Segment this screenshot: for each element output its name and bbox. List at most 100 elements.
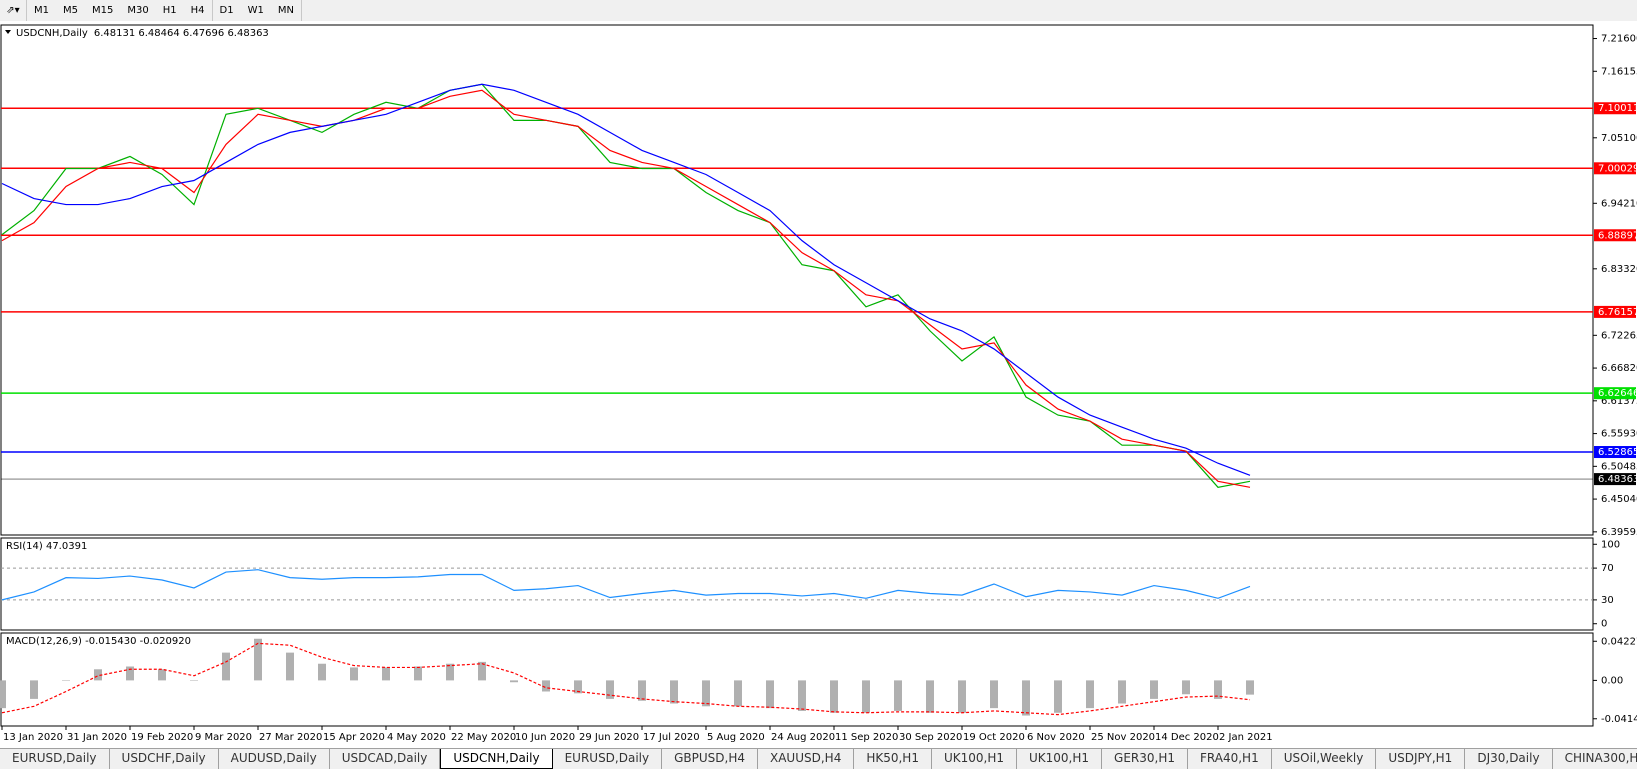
y-tick-label: 6.39595	[1601, 527, 1637, 538]
pane-title: RSI(14) 47.0391	[6, 541, 87, 552]
histogram-bar	[1118, 680, 1126, 704]
timeframe-button[interactable]: W1	[247, 5, 264, 16]
x-tick-label: 27 Mar 2020	[259, 732, 322, 743]
timeframe-button[interactable]: H4	[184, 0, 213, 21]
histogram-bar	[1054, 680, 1062, 713]
histogram-bar	[158, 669, 166, 681]
y-tick-label: 6.94210	[1601, 198, 1637, 209]
chart-tab[interactable]: AUDUSD,Daily	[219, 749, 330, 769]
level-label-box	[1594, 446, 1636, 459]
chart-tab[interactable]: USOil,Weekly	[1272, 749, 1377, 769]
chart-tab[interactable]: USDCNH,Daily	[440, 749, 553, 769]
chart-tab[interactable]: UK100,H1	[1017, 749, 1103, 769]
level-label-box	[1594, 387, 1636, 400]
toolbar-menu[interactable]: ⇗▾	[0, 0, 27, 21]
y-tick-label: 6.66820	[1601, 363, 1637, 374]
x-tick-label: 15 Apr 2020	[323, 732, 385, 743]
x-tick-label: 19 Feb 2020	[131, 732, 193, 743]
x-tick-label: 6 Nov 2020	[1027, 732, 1085, 743]
histogram-bar	[638, 680, 646, 701]
y-tick-label: 100	[1601, 539, 1620, 550]
chart-tab[interactable]: USDJPY,H1	[1376, 749, 1466, 769]
pane-title-text: MACD(12,26,9) -0.015430 -0.020920	[6, 636, 191, 647]
level-label-box	[1594, 102, 1636, 115]
chart-tab[interactable]: HK50,H1	[854, 749, 932, 769]
chart-tab[interactable]: GBPUSD,H4	[662, 749, 758, 769]
timeframe-button[interactable]: H1	[162, 5, 177, 16]
histogram-bar	[798, 680, 806, 711]
histogram-bar	[990, 680, 998, 709]
histogram-bar	[1022, 680, 1030, 716]
y-tick-label: 6.61375	[1601, 396, 1637, 407]
x-tick-label: 4 May 2020	[387, 732, 446, 743]
level-label: 6.76157	[1598, 307, 1637, 318]
chart-tab[interactable]: USDCHF,Daily	[110, 749, 219, 769]
y-tick-label: 30	[1601, 595, 1614, 606]
histogram-bar	[446, 663, 454, 681]
timeframe-button[interactable]: MN	[271, 0, 302, 21]
chart-tab[interactable]: XAUUSD,H4	[758, 749, 855, 769]
x-tick-label: 24 Aug 2020	[771, 732, 835, 743]
histogram-bar	[1246, 680, 1254, 695]
histogram-bar	[734, 680, 742, 707]
y-tick-label: 6.72265	[1601, 330, 1637, 341]
histogram-bar	[926, 680, 934, 713]
series-line	[1, 89, 1251, 488]
chart-window: 7.21600 7.16155 7.05100 6.94210 6.83320 6.722…	[0, 21, 1637, 748]
y-tick-label: -0.04148	[1601, 714, 1637, 725]
chart-tab[interactable]: FRA40,H1	[1188, 749, 1272, 769]
histogram-bar	[478, 661, 486, 681]
y-tick-label: 7.05100	[1601, 133, 1637, 144]
chart-tab[interactable]: UK100,H1	[932, 749, 1017, 769]
series-line	[1, 569, 1251, 601]
histogram-bar	[414, 666, 422, 681]
timeframe-button[interactable]: M30	[127, 5, 149, 16]
pane-frame	[0, 24, 1594, 536]
timeframe-button[interactable]: D1	[219, 5, 234, 16]
timeframe-button[interactable]: M1	[34, 5, 49, 16]
pane-title-text: RSI(14) 47.0391	[6, 541, 87, 552]
histogram-bar	[94, 669, 102, 681]
pane-arrow	[5, 30, 11, 34]
x-tick-label: 11 Sep 2020	[835, 732, 898, 743]
pane-title: MACD(12,26,9) -0.015430 -0.020920	[6, 636, 191, 647]
histogram-bar	[0, 680, 6, 709]
histogram-bar	[190, 680, 198, 681]
histogram-bar	[222, 652, 230, 681]
pane-title: USDCNH,Daily 6.48131 6.48464 6.47696 6.48…	[16, 28, 269, 39]
histogram-bar	[62, 680, 70, 681]
pane-frame	[0, 632, 1594, 727]
histogram-bar	[30, 680, 38, 699]
chart-tab[interactable]: CHINA300,H1	[1553, 749, 1637, 769]
chart-tabs: EURUSD,Daily USDCHF,Daily AUDUSD,Daily USDC…	[0, 748, 1637, 769]
series-line	[1, 83, 1251, 476]
histogram-bar	[574, 680, 582, 694]
timeframe-button[interactable]: M15	[92, 5, 114, 16]
timeframes: M1 M5 M15 M30 H1 H4 D1 W1 MN	[27, 0, 302, 21]
y-tick-label: 6.50485	[1601, 461, 1637, 472]
histogram-bar	[126, 666, 134, 681]
chart-tab[interactable]: EURUSD,Daily	[0, 749, 110, 769]
series-line	[1, 642, 1251, 716]
level-label-box	[1594, 473, 1636, 486]
chart-tab[interactable]: GER30,H1	[1102, 749, 1188, 769]
histogram-bar	[542, 680, 550, 692]
chart-tab[interactable]: DJ30,Daily	[1465, 749, 1553, 769]
x-tick-label: 9 Mar 2020	[195, 732, 252, 743]
level-label: 6.88897	[1598, 230, 1637, 241]
histogram-bar	[1214, 680, 1222, 699]
level-label: 6.48363	[1598, 474, 1637, 485]
chart-tab[interactable]: EURUSD,Daily	[553, 749, 663, 769]
chart-background	[0, 21, 1637, 748]
y-tick-label: 0.042275	[1601, 636, 1637, 647]
x-tick-label: 22 May 2020	[451, 732, 516, 743]
histogram-bar	[318, 663, 326, 681]
level-label: 6.52865	[1598, 447, 1637, 458]
x-tick-label: 5 Aug 2020	[707, 732, 765, 743]
timeframe-button[interactable]: M5	[63, 5, 78, 16]
histogram-bar	[286, 652, 294, 681]
chart-tab[interactable]: USDCAD,Daily	[330, 749, 441, 769]
histogram-bar	[254, 638, 262, 681]
histogram-bar	[382, 667, 390, 681]
